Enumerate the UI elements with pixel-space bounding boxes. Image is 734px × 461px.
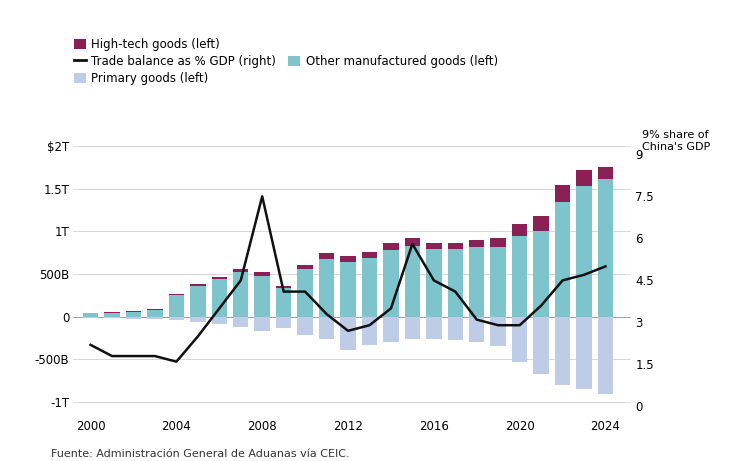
Bar <box>469 240 484 247</box>
Y-axis label: 9% share of
China's GDP: 9% share of China's GDP <box>642 130 711 152</box>
Bar <box>362 252 377 258</box>
Bar <box>597 317 613 394</box>
Bar <box>297 265 313 269</box>
Bar <box>341 262 356 317</box>
Bar <box>534 231 549 317</box>
Bar <box>555 317 570 385</box>
Bar <box>426 317 442 339</box>
Bar <box>276 286 291 288</box>
Bar <box>448 317 463 340</box>
Bar <box>469 317 484 343</box>
Bar <box>126 312 141 317</box>
Bar <box>512 224 528 236</box>
Bar <box>448 243 463 248</box>
Bar <box>126 317 141 319</box>
Bar <box>169 294 184 296</box>
Bar <box>104 313 120 317</box>
Bar <box>169 317 184 320</box>
Bar <box>404 238 420 246</box>
Bar <box>383 243 399 250</box>
Bar <box>362 258 377 317</box>
Bar <box>512 317 528 362</box>
Bar <box>426 243 442 249</box>
Bar <box>512 236 528 317</box>
Bar <box>255 276 270 317</box>
Bar <box>383 317 399 343</box>
Bar <box>597 166 613 178</box>
Bar <box>233 269 249 272</box>
Bar <box>211 279 227 317</box>
Bar <box>83 313 98 317</box>
Bar <box>555 201 570 317</box>
Bar <box>404 246 420 317</box>
Bar <box>190 286 206 317</box>
Bar <box>255 317 270 331</box>
Bar <box>404 317 420 339</box>
Bar <box>469 247 484 317</box>
Bar <box>319 259 334 317</box>
Bar <box>148 317 163 319</box>
Bar <box>362 317 377 345</box>
Bar <box>276 288 291 317</box>
Bar <box>83 317 98 318</box>
Bar <box>297 269 313 317</box>
Bar <box>104 317 120 318</box>
Bar <box>534 317 549 374</box>
Bar <box>597 178 613 317</box>
Bar <box>319 253 334 259</box>
Bar <box>190 317 206 322</box>
Bar <box>190 284 206 286</box>
Bar <box>383 250 399 317</box>
Bar <box>255 272 270 276</box>
Bar <box>233 272 249 317</box>
Bar <box>490 247 506 317</box>
Bar <box>576 186 592 317</box>
Bar <box>534 216 549 231</box>
Bar <box>426 249 442 317</box>
Bar <box>576 171 592 186</box>
Bar <box>148 310 163 317</box>
Bar <box>148 309 163 310</box>
Bar <box>169 296 184 317</box>
Bar <box>576 317 592 389</box>
Bar <box>341 317 356 350</box>
Bar <box>211 317 227 324</box>
Bar <box>555 184 570 201</box>
Bar <box>319 317 334 339</box>
Bar <box>341 256 356 262</box>
Legend: High-tech goods (left), Trade balance as % GDP (right), Primary goods (left), , : High-tech goods (left), Trade balance as… <box>73 38 498 85</box>
Text: Fuente: Administración General de Aduanas vía CEIC.: Fuente: Administración General de Aduana… <box>51 449 350 459</box>
Bar <box>233 317 249 327</box>
Bar <box>297 317 313 335</box>
Bar <box>211 277 227 279</box>
Bar <box>448 248 463 317</box>
Bar <box>490 317 506 346</box>
Bar <box>490 238 506 247</box>
Bar <box>276 317 291 328</box>
